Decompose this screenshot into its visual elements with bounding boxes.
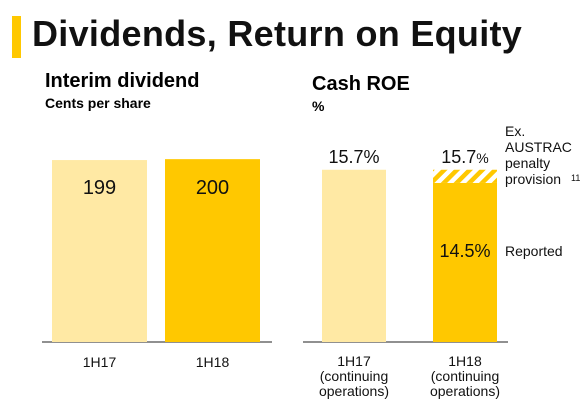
dividend-value-label: 200 [196, 177, 229, 199]
dividend-chart-subtitle: Cents per share [45, 95, 151, 111]
roe-category-label: 1H17 [337, 353, 371, 369]
title-accent-bar [12, 16, 21, 58]
roe-category-label: (continuing [320, 368, 389, 384]
roe-annotation-ex-line: Ex. [505, 123, 525, 139]
roe-annotation-ex-line: penalty [505, 155, 550, 171]
page-title: Dividends, Return on Equity [32, 13, 523, 54]
dividend-value-label: 199 [83, 177, 116, 199]
roe-annotation-ex-line: provision [505, 171, 561, 187]
roe-chart-subtitle: % [312, 98, 325, 114]
dividend-bar-1h17 [52, 160, 147, 342]
roe-bar-1h18-reported [433, 182, 497, 342]
roe-category-label: (continuing [431, 368, 500, 384]
roe-category-label: operations) [430, 383, 500, 399]
roe-annotation-reported: Reported [505, 243, 563, 259]
roe-bar-1h18-provision [433, 169, 497, 183]
roe-value-label: 15.7% [441, 147, 489, 167]
dividend-bar-1h18 [165, 159, 260, 342]
roe-category-label: operations) [319, 383, 389, 399]
dividend-category-label: 1H17 [83, 354, 117, 370]
roe-chart-title: Cash ROE [312, 73, 410, 95]
roe-annotation-ex-line: AUSTRAC [505, 139, 572, 155]
roe-value-label: 15.7% [328, 147, 379, 167]
dividend-chart-title: Interim dividend [45, 70, 200, 92]
dividend-category-label: 1H18 [196, 354, 230, 370]
roe-reported-value-label: 14.5% [439, 241, 490, 261]
roe-bar-1h17 [322, 169, 386, 342]
roe-footnote-marker: 11 [571, 173, 580, 183]
roe-category-label: 1H18 [448, 353, 482, 369]
